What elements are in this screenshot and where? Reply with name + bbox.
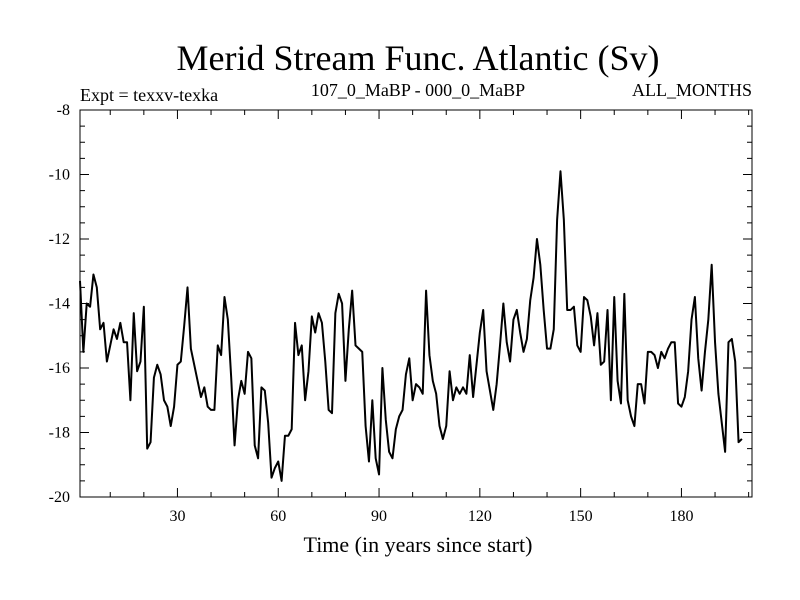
series-line bbox=[79, 170, 743, 482]
x-tick-label: 60 bbox=[270, 508, 286, 525]
x-tick-label: 90 bbox=[371, 508, 387, 525]
y-tick-label: -12 bbox=[49, 231, 70, 248]
x-axis-label: Time (in years since start) bbox=[304, 532, 533, 557]
y-tick-label: -16 bbox=[49, 360, 70, 377]
x-tick-label: 30 bbox=[169, 508, 185, 525]
y-tick-label: -18 bbox=[49, 425, 70, 442]
chart-title: Merid Stream Func. Atlantic (Sv) bbox=[177, 38, 660, 78]
y-tick-label: -8 bbox=[57, 102, 70, 119]
y-tick-label: -14 bbox=[49, 296, 70, 313]
y-tick-label: -10 bbox=[49, 167, 70, 184]
y-tick-label: -20 bbox=[49, 489, 70, 506]
plot-frame bbox=[79, 109, 753, 498]
x-tick-label: 150 bbox=[569, 508, 593, 525]
plot-area: 30 60 90 120 150 180 -8 -10 -12 -14 -16 -18 -20 bbox=[49, 102, 753, 525]
months-label: ALL_MONTHS bbox=[632, 80, 752, 100]
period-label: 107_0_MaBP - 000_0_MaBP bbox=[311, 80, 525, 100]
experiment-label: Expt = texxv-texka bbox=[80, 85, 218, 105]
x-tick-label: 180 bbox=[669, 508, 693, 525]
x-tick-label: 120 bbox=[468, 508, 492, 525]
